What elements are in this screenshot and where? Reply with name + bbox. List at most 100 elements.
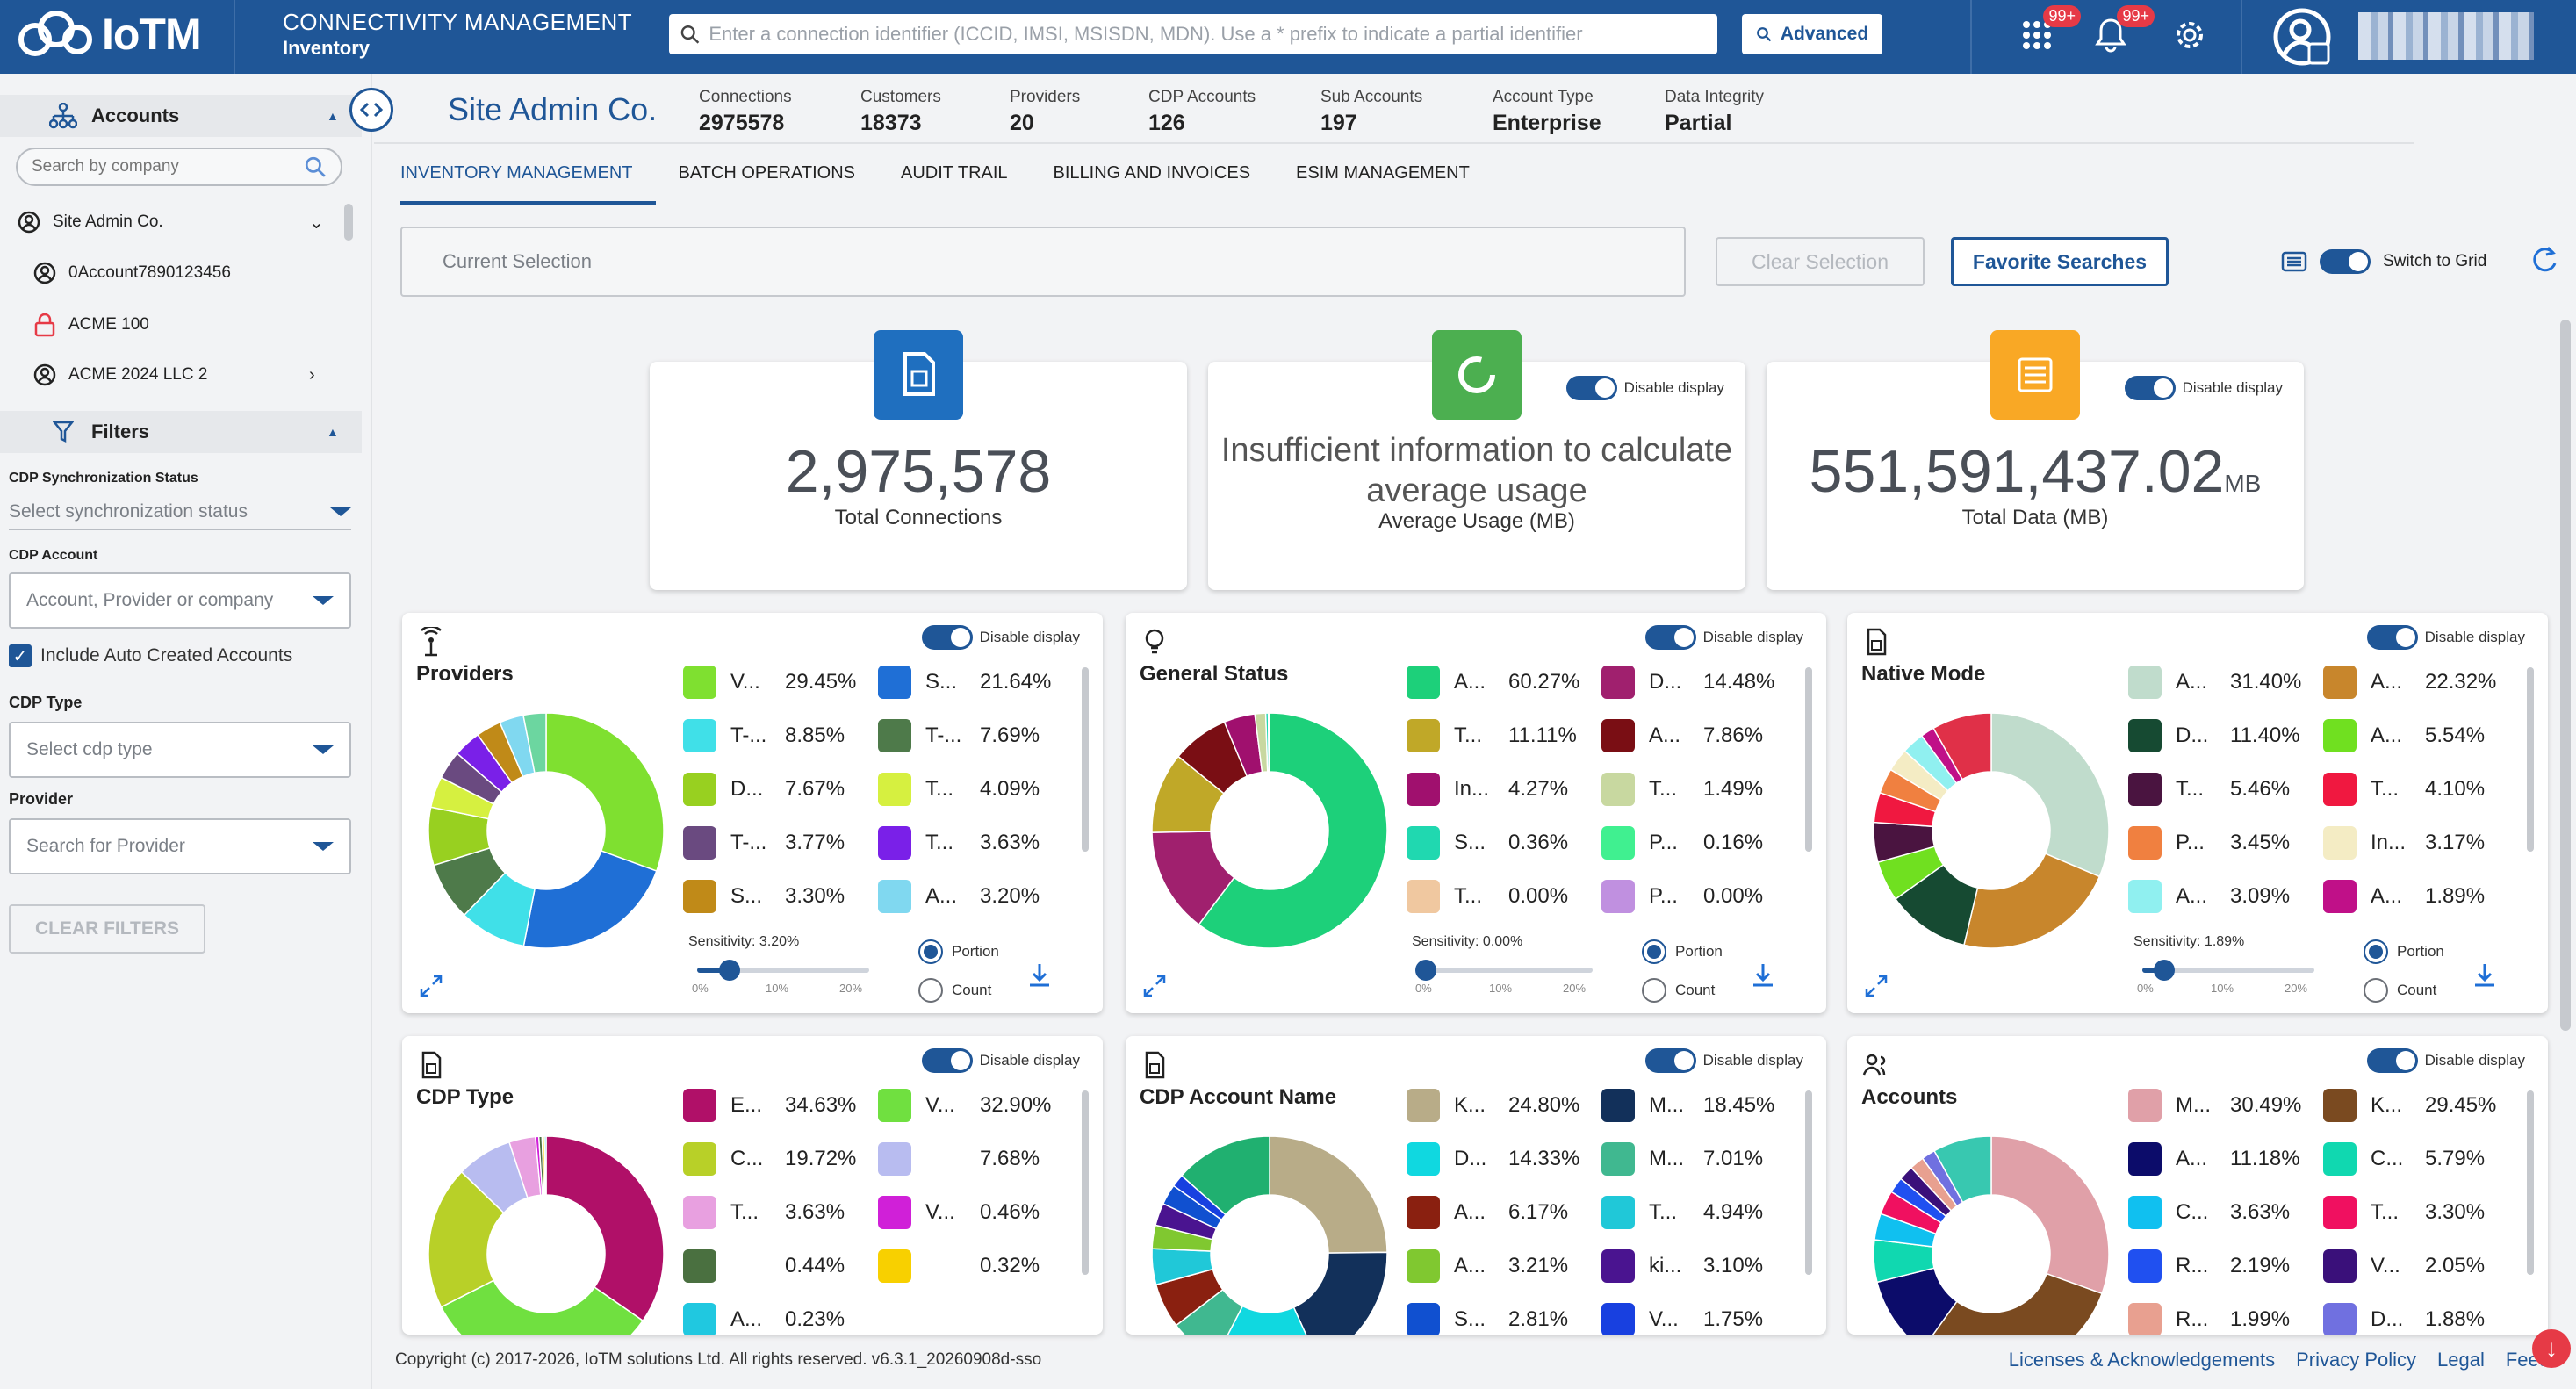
legend-item[interactable]: C... 5.79% <box>2323 1142 2516 1176</box>
legend-item[interactable]: A... 60.27% <box>1407 666 1600 699</box>
slice-k[interactable] <box>1269 1135 1388 1254</box>
legend-item[interactable]: C... 3.63% <box>2128 1196 2321 1229</box>
download-icon[interactable] <box>1749 961 1777 989</box>
legend-item[interactable]: 0.32% <box>878 1249 1071 1283</box>
legend-scrollbar[interactable] <box>1805 1090 1812 1275</box>
clear-selection-button[interactable]: Clear Selection <box>1716 237 1925 286</box>
count-radio[interactable]: Count <box>2364 978 2436 1003</box>
collapse-sidebar-button[interactable] <box>349 88 393 132</box>
notifications-button[interactable]: 99+ <box>2090 5 2155 56</box>
legend-item[interactable]: In... 3.17% <box>2323 826 2516 860</box>
clear-filters-button[interactable]: CLEAR FILTERS <box>9 904 205 954</box>
logo[interactable]: IoTM <box>16 9 202 60</box>
sensitivity-slider[interactable] <box>697 960 869 981</box>
slice-k[interactable] <box>1923 1272 2104 1335</box>
tab-esim-management[interactable]: ESIM MANAGEMENT <box>1296 163 1470 183</box>
radio-selected-icon[interactable] <box>1642 939 1666 964</box>
legend-item[interactable]: A... 3.20% <box>878 880 1071 913</box>
tab-audit-trail[interactable]: AUDIT TRAIL <box>901 163 1008 183</box>
slice-a[interactable] <box>543 1135 547 1196</box>
slice-v[interactable] <box>545 712 665 873</box>
slice-a[interactable] <box>1963 853 2101 949</box>
slice-s[interactable] <box>522 850 658 949</box>
toggle-switch[interactable] <box>921 1048 973 1073</box>
legend-item[interactable]: T... 11.11% <box>1407 719 1600 752</box>
slice-m[interactable] <box>1990 1135 2110 1295</box>
legend-scrollbar[interactable] <box>1082 1090 1089 1275</box>
connection-search-input[interactable] <box>709 23 1717 46</box>
download-icon[interactable] <box>1025 961 1054 989</box>
legend-item[interactable]: D... 14.48% <box>1601 666 1795 699</box>
legend-item[interactable]: S... 0.36% <box>1407 826 1600 860</box>
legend-item[interactable]: V... 2.05% <box>2323 1249 2516 1283</box>
legend-item[interactable]: T... 3.30% <box>2323 1196 2516 1229</box>
company-search[interactable] <box>16 148 342 186</box>
footer-link[interactable]: Privacy Policy <box>2296 1349 2416 1371</box>
legend-item[interactable]: R... 2.19% <box>2128 1249 2321 1283</box>
slice-a[interactable] <box>1198 712 1388 949</box>
expand-icon[interactable] <box>1863 973 1889 999</box>
count-radio[interactable]: Count <box>1642 978 1715 1003</box>
legend-item[interactable]: A... 5.54% <box>2323 719 2516 752</box>
toggle-switch[interactable] <box>1644 625 1696 650</box>
page-scrollbar[interactable] <box>2560 320 2571 1031</box>
refresh-icon[interactable] <box>2529 244 2560 276</box>
legend-item[interactable]: V... 0.46% <box>878 1196 1071 1229</box>
donut-chart[interactable] <box>1870 709 2112 952</box>
radio-empty-icon[interactable] <box>2364 978 2388 1003</box>
expand-icon[interactable] <box>1141 973 1168 999</box>
toggle-switch[interactable] <box>2366 1048 2418 1073</box>
legend-scrollbar[interactable] <box>2527 667 2534 852</box>
collapse-up-icon[interactable]: ▲ <box>327 109 339 123</box>
accounts-scrollbar[interactable] <box>344 204 353 241</box>
tab-batch-operations[interactable]: BATCH OPERATIONS <box>678 163 856 183</box>
sensitivity-slider[interactable] <box>1415 960 1593 981</box>
provider-select[interactable]: Search for Provider <box>9 818 351 874</box>
chevron-down-icon[interactable]: ⌄ <box>309 212 324 233</box>
toggle-switch[interactable] <box>921 625 973 650</box>
slice-m[interactable] <box>1292 1251 1388 1335</box>
disable-display-toggle[interactable]: Disable display <box>2366 1048 2525 1073</box>
portion-radio[interactable]: Portion <box>1642 939 1723 964</box>
legend-item[interactable]: C... 19.72% <box>683 1142 876 1176</box>
user-avatar-icon[interactable] <box>2270 5 2334 68</box>
disable-display-toggle[interactable]: Disable display <box>921 625 1080 650</box>
switch-to-grid[interactable]: Switch to Grid <box>2281 249 2486 274</box>
download-icon[interactable] <box>2471 961 2499 989</box>
legend-item[interactable]: ki... 3.10% <box>1601 1249 1795 1283</box>
legend-item[interactable]: M... 7.01% <box>1601 1142 1795 1176</box>
include-auto-checkbox[interactable]: ✓ Include Auto Created Accounts <box>9 644 292 667</box>
legend-item[interactable]: A... 0.23% <box>683 1303 876 1335</box>
legend-item[interactable]: V... 29.45% <box>683 666 876 699</box>
legend-item[interactable]: A... 22.32% <box>2323 666 2516 699</box>
legend-item[interactable]: D... 14.33% <box>1407 1142 1600 1176</box>
legend-item[interactable]: S... 3.30% <box>683 880 876 913</box>
slice-other[interactable] <box>522 712 547 774</box>
legend-item[interactable]: A... 31.40% <box>2128 666 2321 699</box>
legend-item[interactable]: A... 1.89% <box>2323 880 2516 913</box>
legend-item[interactable]: T... 4.94% <box>1601 1196 1795 1229</box>
legend-item[interactable]: T-... 7.69% <box>878 719 1071 752</box>
chevron-right-icon[interactable]: › <box>309 364 315 385</box>
legend-item[interactable]: D... 1.88% <box>2323 1303 2516 1335</box>
accounts-header[interactable]: Accounts ▲ <box>0 95 362 137</box>
portion-radio[interactable]: Portion <box>918 939 999 964</box>
toggle-switch[interactable] <box>1565 376 1617 400</box>
legend-item[interactable]: M... 30.49% <box>2128 1089 2321 1122</box>
legend-item[interactable]: 0.44% <box>683 1249 876 1283</box>
account-item[interactable]: ACME 100 <box>33 313 349 337</box>
check-icon[interactable]: ✓ <box>9 644 32 667</box>
slice-e[interactable] <box>545 1135 665 1322</box>
filters-header[interactable]: Filters ▲ <box>0 411 362 453</box>
disable-display-toggle[interactable]: Disable display <box>921 1048 1080 1073</box>
account-item[interactable]: Site Admin Co. ⌄ <box>18 211 334 234</box>
legend-item[interactable]: T... 0.00% <box>1407 880 1600 913</box>
user-name-redacted[interactable] <box>2358 12 2534 60</box>
legend-item[interactable]: T... 5.46% <box>2128 773 2321 806</box>
count-radio[interactable]: Count <box>918 978 991 1003</box>
donut-chart[interactable] <box>1148 709 1391 952</box>
switch-grid-toggle[interactable] <box>2320 249 2371 274</box>
disable-display-toggle[interactable]: Disable display <box>1565 376 1724 400</box>
disable-display-toggle[interactable]: Disable display <box>1644 625 1803 650</box>
account-item[interactable]: ACME 2024 LLC 2 › <box>33 363 349 386</box>
